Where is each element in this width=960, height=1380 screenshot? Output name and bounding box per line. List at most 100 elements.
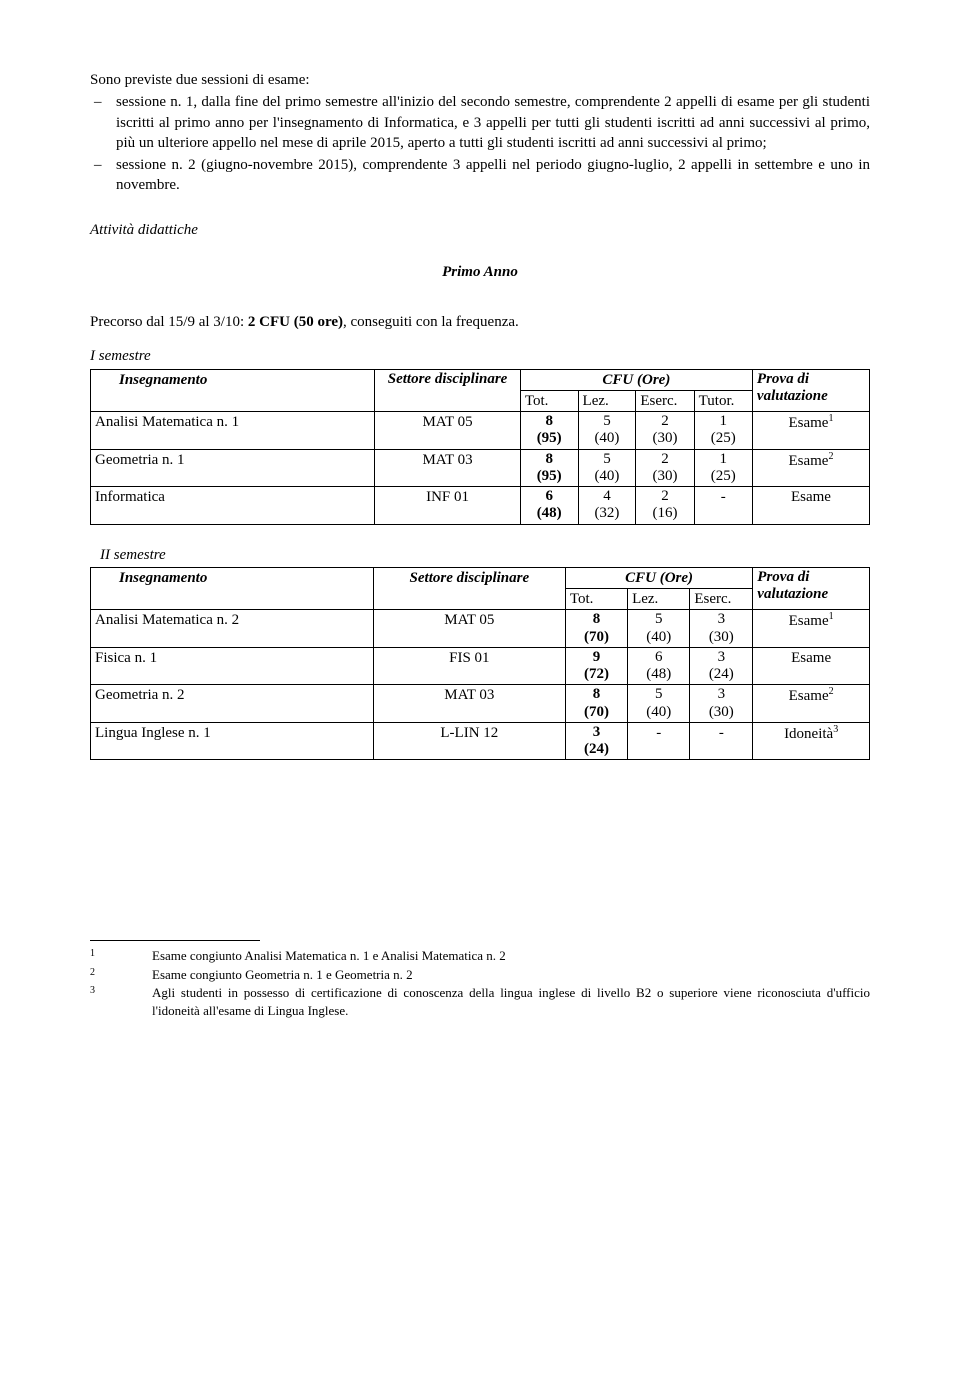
cell-set: MAT 03 [375, 449, 521, 487]
cell-tot: 8 (70) [565, 610, 627, 648]
intro-text: Sono previste due sessioni di esame: [90, 70, 870, 90]
th-eserc: Eserc. [636, 390, 694, 411]
v: - [656, 725, 661, 741]
v: - [719, 725, 724, 741]
v: Esame [788, 415, 828, 431]
v: 3 [593, 724, 601, 740]
footnote-num: 2 [90, 966, 100, 984]
v: 2 [661, 488, 669, 504]
v: 5 [655, 611, 663, 627]
v: 6 [655, 649, 663, 665]
attivita-heading: Attività didattiche [90, 220, 870, 240]
cell-es: - [690, 722, 753, 760]
precorso-bold: 2 CFU (50 ore) [248, 314, 343, 330]
cell-tot: 8(95) [520, 412, 578, 450]
cell-es: 3(24) [690, 647, 753, 685]
v2: (70) [584, 704, 609, 720]
cell-name: Fisica n. 1 [91, 647, 374, 685]
v2: (30) [652, 468, 677, 484]
v: Esame [789, 613, 829, 629]
footnote-gap [100, 966, 152, 984]
v2: (40) [594, 468, 619, 484]
sup: 1 [829, 611, 834, 622]
cell-es: 2(16) [636, 487, 694, 525]
v: Esame [791, 489, 831, 505]
v: 2 [661, 413, 669, 429]
th-lez: Lez. [578, 390, 636, 411]
th-cfu: CFU (Ore) [520, 369, 752, 390]
precorso-post: , conseguiti con la frequenza. [343, 314, 519, 330]
list-item: sessione n. 2 (giugno-novembre 2015), co… [90, 155, 870, 196]
th-prova: Prova di valutazione [753, 567, 870, 610]
cell-es: 3 (30) [690, 610, 753, 648]
cell-set: L-LIN 12 [373, 722, 565, 760]
footnote-separator [90, 940, 260, 941]
v: Esame [788, 453, 828, 469]
table-i-semestre: Insegnamento Settore disciplinare CFU (O… [90, 369, 870, 525]
cell-prova: Esame2 [753, 685, 870, 723]
th-insegnamento: Insegnamento [91, 369, 375, 412]
v2: (70) [584, 629, 609, 645]
cell-set: MAT 05 [375, 412, 521, 450]
v2: (32) [594, 505, 619, 521]
cell-name: Analisi Matematica n. 2 [91, 610, 374, 648]
th-tot: Tot. [565, 589, 627, 610]
cell-tot: 6(48) [520, 487, 578, 525]
cell-es: 2(30) [636, 412, 694, 450]
v: 8 [545, 451, 553, 467]
cell-lez: - [628, 722, 690, 760]
cell-lez: 4(32) [578, 487, 636, 525]
v2: (40) [646, 629, 671, 645]
table-ii-semestre: Insegnamento Settore disciplinare CFU (O… [90, 567, 870, 761]
cell-set: INF 01 [375, 487, 521, 525]
cell-prova: Esame1 [752, 412, 869, 450]
v: 5 [603, 413, 611, 429]
v: 2 [661, 451, 669, 467]
v: 3 [718, 649, 726, 665]
th-prova: Prova di valutazione [752, 369, 869, 412]
footnote-text: Agli studenti in possesso di certificazi… [152, 984, 870, 1019]
v: 5 [603, 451, 611, 467]
sup: 2 [829, 686, 834, 697]
primo-anno-heading: Primo Anno [90, 262, 870, 282]
cell-name: Informatica [91, 487, 375, 525]
v: 4 [603, 488, 611, 504]
v2: (95) [537, 430, 562, 446]
cell-lez: 5(40) [628, 685, 690, 723]
v2: (40) [646, 704, 671, 720]
i-sem-heading: I semestre [90, 346, 870, 366]
cell-tu: 1(25) [694, 412, 752, 450]
v: 8 [593, 611, 601, 627]
list-item: sessione n. 1, dalla fine del primo seme… [90, 92, 870, 153]
sup: 3 [833, 724, 838, 735]
v: 8 [593, 686, 601, 702]
v2: (30) [709, 704, 734, 720]
cell-name: Geometria n. 1 [91, 449, 375, 487]
sup: 1 [828, 413, 833, 424]
v2: (48) [537, 505, 562, 521]
v: Idoneità [784, 726, 833, 742]
th-tot: Tot. [520, 390, 578, 411]
table-row: Geometria n. 2 MAT 03 8(70) 5(40) 3(30) … [91, 685, 870, 723]
v2: (40) [594, 430, 619, 446]
footnote-num: 1 [90, 947, 100, 965]
cell-set: MAT 03 [373, 685, 565, 723]
cell-prova: Idoneità3 [753, 722, 870, 760]
footnote-row: 1 Esame congiunto Analisi Matematica n. … [90, 947, 870, 965]
cell-tu: - [694, 487, 752, 525]
v: 3 [718, 611, 726, 627]
th-settore: Settore disciplinare [375, 369, 521, 412]
table-row: Fisica n. 1 FIS 01 9(72) 6(48) 3(24) Esa… [91, 647, 870, 685]
th-settore: Settore disciplinare [373, 567, 565, 610]
cell-lez: 5 (40) [628, 610, 690, 648]
v2: (30) [709, 629, 734, 645]
cell-tu: 1(25) [694, 449, 752, 487]
precorso-line: Precorso dal 15/9 al 3/10: 2 CFU (50 ore… [90, 312, 870, 332]
cell-set: FIS 01 [373, 647, 565, 685]
v2: (24) [709, 666, 734, 682]
table-row: Lingua Inglese n. 1 L-LIN 12 3(24) - - I… [91, 722, 870, 760]
v: 6 [545, 488, 553, 504]
sup: 2 [828, 451, 833, 462]
th-settore-text: Settore disciplinare [388, 371, 508, 388]
cell-name: Analisi Matematica n. 1 [91, 412, 375, 450]
